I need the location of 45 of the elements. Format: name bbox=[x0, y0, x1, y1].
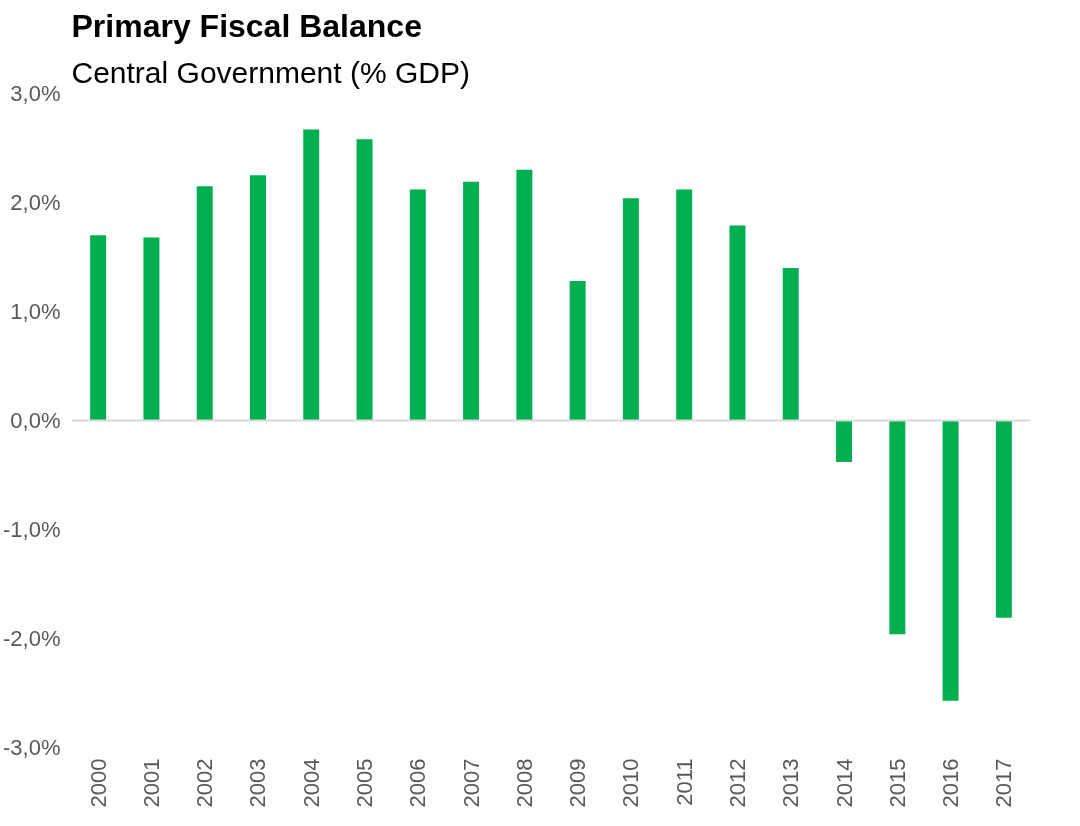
bar bbox=[409, 189, 426, 421]
bar bbox=[196, 186, 213, 421]
bar bbox=[356, 139, 373, 421]
y-tick-label: 1,0% bbox=[10, 299, 61, 324]
bar bbox=[676, 189, 693, 421]
x-tick-label: 2005 bbox=[352, 758, 378, 808]
chart-title: Primary Fiscal Balance bbox=[71, 7, 422, 44]
bar bbox=[516, 169, 533, 421]
bar bbox=[836, 420, 853, 462]
bar bbox=[729, 225, 746, 421]
x-tick-label: 2012 bbox=[724, 758, 750, 808]
bar bbox=[622, 198, 639, 421]
x-tick-label: 2010 bbox=[618, 758, 644, 808]
y-tick-label: 0,0% bbox=[10, 408, 61, 433]
bar bbox=[569, 280, 586, 421]
x-tick-label: 2009 bbox=[565, 758, 591, 808]
x-tick-label: 2014 bbox=[831, 758, 857, 808]
x-tick-label: 2016 bbox=[938, 758, 964, 808]
y-tick-label: 2,0% bbox=[10, 190, 61, 215]
bar bbox=[90, 235, 107, 421]
x-tick-label: 2013 bbox=[778, 758, 804, 808]
x-tick-label: 2001 bbox=[138, 758, 164, 808]
x-tick-label: 2000 bbox=[85, 758, 111, 808]
bar bbox=[143, 237, 160, 421]
bar bbox=[942, 420, 959, 701]
x-tick-label: 2015 bbox=[884, 758, 910, 808]
x-tick-label: 2003 bbox=[245, 758, 271, 808]
bar bbox=[303, 129, 320, 421]
x-tick-label: 2006 bbox=[405, 758, 431, 808]
x-tick-label: 2002 bbox=[192, 758, 218, 808]
bar bbox=[782, 267, 799, 421]
bar bbox=[995, 420, 1012, 618]
bar bbox=[889, 420, 906, 635]
x-tick-label: 2011 bbox=[671, 758, 697, 806]
bar bbox=[249, 175, 266, 421]
x-tick-label: 2007 bbox=[458, 758, 484, 808]
x-tick-label: 2017 bbox=[991, 758, 1017, 808]
chart-subtitle: Central Government (% GDP) bbox=[71, 55, 470, 89]
y-tick-label: -2,0% bbox=[3, 626, 61, 651]
y-tick-label: -1,0% bbox=[3, 517, 61, 542]
bar bbox=[463, 181, 480, 421]
y-tick-label: 3,0% bbox=[10, 81, 61, 106]
y-tick-label: -3,0% bbox=[3, 735, 61, 760]
x-tick-label: 2008 bbox=[511, 758, 537, 808]
x-tick-label: 2004 bbox=[298, 758, 324, 808]
